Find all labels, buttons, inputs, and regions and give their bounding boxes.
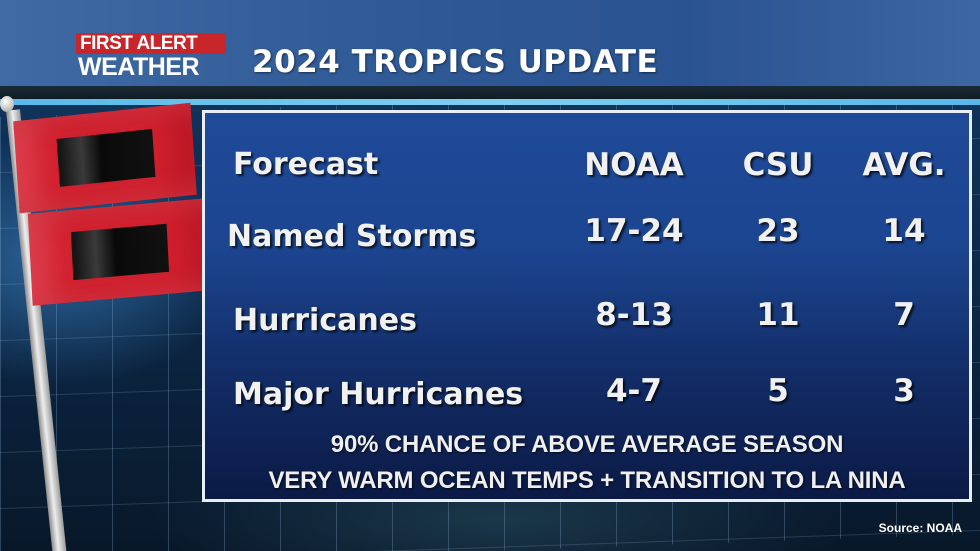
row-label-named-storms: Named Storms (227, 219, 477, 254)
header-accent-line (0, 99, 980, 105)
page-title: 2024 TROPICS UPDATE (252, 44, 659, 80)
flagpole-finial-icon (0, 96, 14, 112)
row-label-hurricanes: Hurricanes (233, 303, 417, 338)
hurricanes-noaa: 8-13 (595, 297, 673, 333)
named-storms-noaa: 17-24 (584, 213, 684, 249)
major-hurricanes-avg: 3 (893, 373, 915, 409)
forecast-table-panel: Forecast NOAA CSU AVG. Named Storms 17-2… (202, 110, 972, 502)
named-storms-csu: 23 (756, 213, 800, 249)
hurricane-warning-flag-icon (13, 102, 197, 214)
major-hurricanes-csu: 5 (767, 373, 789, 409)
first-alert-weather-logo: FIRST ALERT WEATHER (76, 33, 230, 80)
logo-weather: WEATHER (78, 53, 200, 81)
column-header-forecast: Forecast (233, 147, 379, 182)
source-credit: Source: NOAA (878, 521, 962, 535)
row-label-major-hurricanes: Major Hurricanes (233, 377, 524, 412)
header-divider-strip (0, 86, 980, 100)
column-header-csu: CSU (742, 147, 814, 183)
season-outlook-note: 90% CHANCE OF ABOVE AVERAGE SEASON (330, 431, 844, 458)
flag-black-square (70, 223, 170, 281)
hurricane-warning-flag-icon (27, 198, 211, 306)
hurricanes-avg: 7 (893, 297, 915, 333)
logo-first-alert: FIRST ALERT (76, 33, 226, 54)
flag-black-square (56, 128, 156, 187)
season-factors-note: VERY WARM OCEAN TEMPS + TRANSITION TO LA… (268, 467, 906, 494)
named-storms-avg: 14 (882, 213, 926, 249)
column-header-noaa: NOAA (584, 147, 684, 183)
major-hurricanes-noaa: 4-7 (605, 373, 662, 409)
hurricanes-csu: 11 (756, 297, 800, 333)
column-header-avg: AVG. (862, 147, 946, 183)
